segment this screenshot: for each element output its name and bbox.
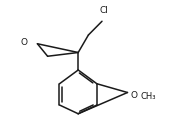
Text: O: O [131, 91, 138, 100]
Text: Cl: Cl [99, 6, 108, 15]
Text: O: O [20, 38, 27, 47]
Text: CH₃: CH₃ [140, 92, 156, 101]
